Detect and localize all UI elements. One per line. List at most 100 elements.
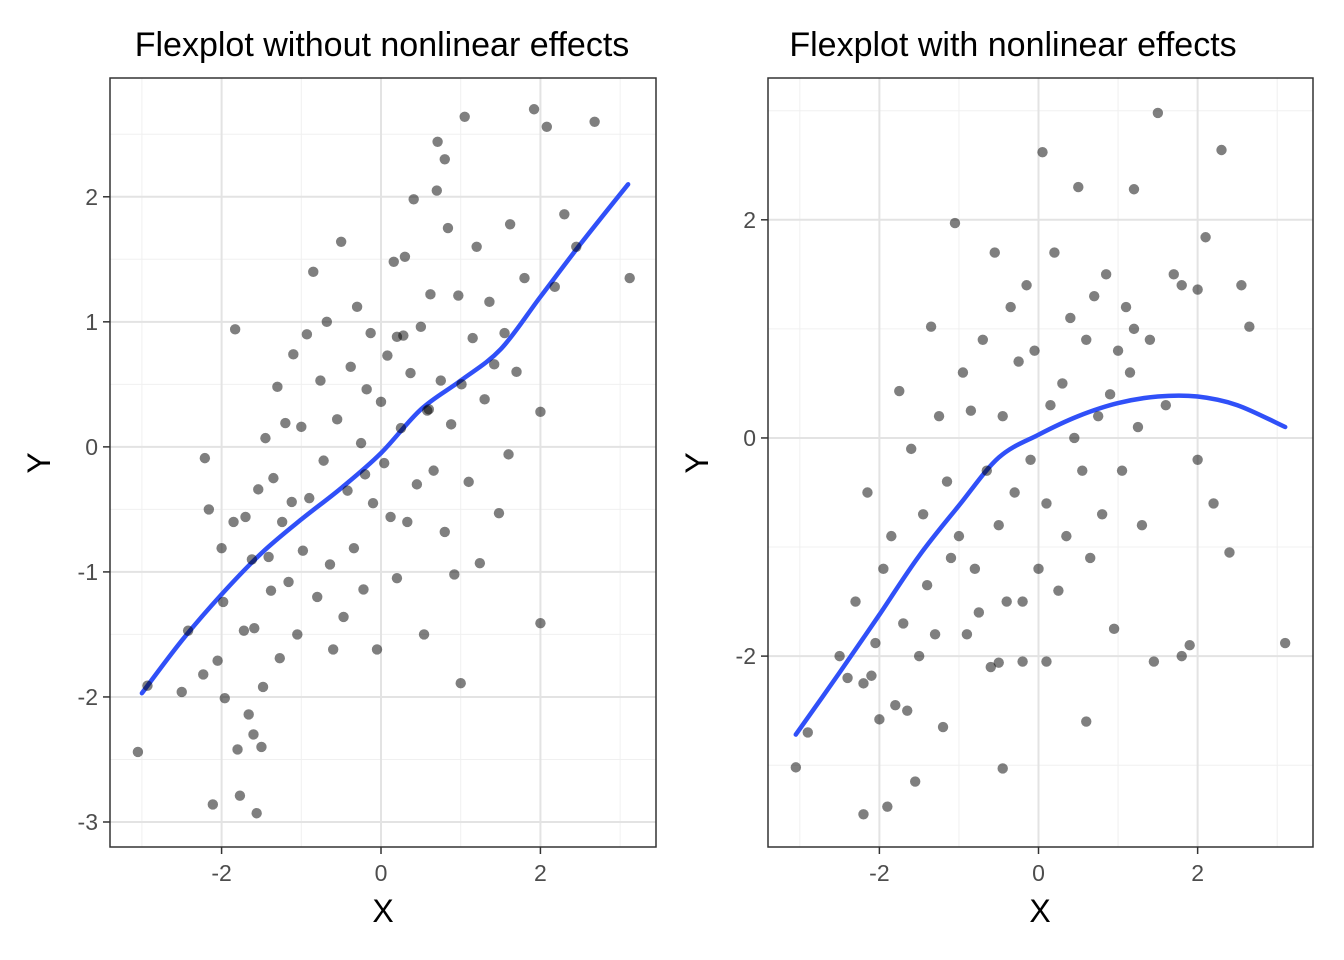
data-point	[388, 256, 399, 268]
data-point	[243, 709, 254, 720]
data-point	[549, 281, 560, 293]
data-point	[219, 693, 230, 704]
x-tick-label: -2	[211, 860, 231, 886]
data-point	[283, 576, 294, 588]
data-point	[1168, 269, 1179, 280]
data-point	[418, 629, 430, 640]
data-point	[937, 721, 949, 733]
data-point	[535, 617, 546, 629]
data-point	[850, 596, 861, 607]
x-tick-label: 2	[1191, 860, 1204, 886]
data-point	[1100, 269, 1112, 280]
data-point	[365, 327, 376, 339]
data-point	[348, 542, 360, 554]
data-point	[280, 417, 291, 429]
data-point	[1089, 290, 1100, 302]
data-point	[965, 405, 977, 416]
data-point	[361, 384, 372, 395]
data-point	[589, 116, 600, 127]
data-point	[1244, 321, 1255, 332]
data-point	[1160, 400, 1172, 411]
y-tick-label: -2	[78, 684, 98, 710]
data-point	[268, 472, 279, 484]
data-point	[1112, 345, 1124, 356]
data-point	[1128, 323, 1140, 335]
data-point	[198, 669, 209, 680]
data-point	[1001, 596, 1012, 607]
data-point	[382, 350, 393, 361]
panel-without-nonlinear: Flexplot without nonlinear effects -2 0 2 -…	[21, 26, 657, 929]
data-point	[961, 629, 973, 640]
data-point	[391, 331, 403, 343]
data-point	[251, 808, 262, 819]
data-point	[408, 194, 419, 205]
data-point	[439, 526, 450, 538]
data-point	[315, 375, 326, 386]
data-point	[898, 618, 909, 629]
data-point	[528, 104, 540, 115]
data-point	[909, 776, 921, 787]
chart-title: Flexplot with nonlinear effects	[789, 26, 1236, 64]
data-point	[1061, 530, 1072, 542]
x-tick-label: 0	[375, 860, 388, 886]
data-point	[1116, 465, 1128, 476]
data-point	[886, 530, 897, 542]
data-point	[1065, 312, 1076, 324]
data-point	[906, 443, 917, 455]
data-point	[925, 321, 937, 332]
data-point	[274, 652, 285, 664]
data-point	[519, 272, 530, 284]
data-point	[559, 209, 570, 220]
data-point	[1208, 498, 1219, 509]
x-tick-label: 2	[534, 860, 547, 886]
data-point	[238, 625, 250, 636]
data-point	[402, 516, 413, 528]
data-point	[993, 520, 1004, 531]
data-point	[199, 452, 211, 464]
data-point	[499, 327, 510, 339]
data-point	[1136, 520, 1148, 531]
data-point	[862, 487, 873, 498]
data-point	[432, 136, 443, 147]
data-point	[1057, 378, 1068, 389]
x-axis-title: X	[372, 893, 393, 929]
data-point	[257, 681, 269, 693]
data-point	[445, 419, 457, 430]
data-point	[1021, 280, 1032, 291]
data-point	[997, 763, 1008, 774]
data-point	[358, 584, 369, 595]
data-point	[260, 432, 271, 444]
data-point	[276, 516, 288, 528]
data-point	[371, 644, 383, 655]
data-point	[240, 511, 251, 523]
data-point	[229, 324, 241, 335]
data-point	[878, 563, 889, 575]
data-point	[1279, 637, 1291, 649]
data-point	[435, 375, 446, 386]
data-point	[425, 289, 436, 300]
data-point	[890, 699, 901, 711]
y-tick-label: -3	[78, 809, 98, 835]
data-point	[367, 497, 379, 509]
data-point	[453, 290, 464, 301]
data-point	[1085, 552, 1096, 564]
data-point	[1176, 280, 1187, 291]
data-point	[1029, 345, 1040, 356]
data-point	[395, 422, 407, 434]
data-point	[1236, 280, 1247, 291]
data-point	[217, 596, 229, 608]
data-point	[263, 551, 274, 563]
panel-with-nonlinear: Flexplot with nonlinear effects -2 0 2 -2 0 2…	[679, 26, 1314, 929]
data-point	[1120, 301, 1132, 313]
y-tick-label: 1	[85, 309, 98, 335]
data-point	[933, 410, 945, 422]
data-point	[479, 394, 490, 405]
data-point	[399, 251, 411, 263]
data-point	[1224, 547, 1235, 558]
data-point	[834, 650, 845, 662]
data-point	[1148, 656, 1160, 667]
y-tick-label: 0	[743, 425, 756, 451]
x-tick-label: -2	[869, 860, 889, 886]
data-point	[1041, 656, 1052, 667]
data-point	[234, 790, 246, 801]
